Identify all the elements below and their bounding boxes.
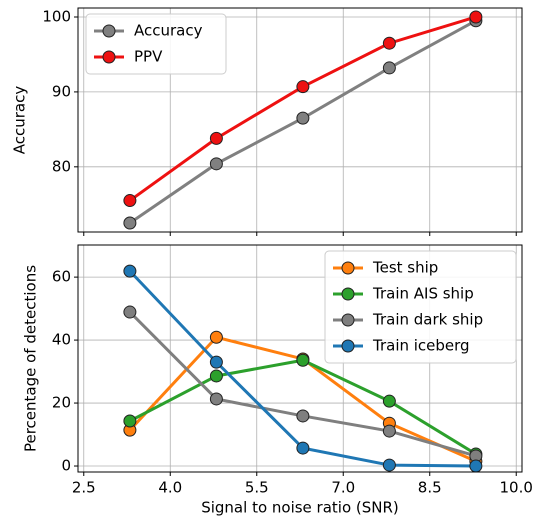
marker [382,458,396,472]
x-tick-label: 10.0 [500,479,533,497]
y-tick-label: 80 [52,157,71,175]
y-tick-label: 40 [52,331,71,349]
legend-marker [102,24,116,38]
legend: Test ship Train AIS ship Train dark ship Tr… [324,250,517,364]
legend-marker [341,313,355,327]
legend-label: Train dark ship [372,311,483,329]
marker [469,459,483,473]
marker [296,111,310,125]
y-tick-label: 60 [52,268,71,286]
marker [209,392,223,406]
legend-label: Train AIS ship [372,285,474,303]
marker [123,414,137,428]
legend-box [324,250,517,364]
legend-label: Test ship [372,259,438,277]
marker [296,80,310,94]
legend-label: Accuracy [134,22,203,40]
marker [209,355,223,369]
legend-box [85,13,227,75]
legend-label: Train iceberg [372,337,470,355]
x-tick-label: 5.5 [245,479,269,497]
marker [123,216,137,230]
marker [209,131,223,145]
y-axis-label: Accuracy [11,86,29,155]
legend-marker [341,287,355,301]
legend-marker [341,339,355,353]
marker [123,305,137,319]
legend-marker [341,261,355,275]
marker [123,194,137,208]
y-axis-label: Percentage of detections [22,265,40,452]
marker [382,61,396,75]
marker [382,36,396,50]
marker [209,369,223,383]
marker [382,394,396,408]
x-tick-label: 4.0 [158,479,182,497]
x-tick-label: 2.5 [72,479,96,497]
marker [382,424,396,438]
marker [469,10,483,24]
legend-marker [102,50,116,64]
marker [296,353,310,367]
legend: Accuracy PPV [85,13,227,75]
y-tick-label: 20 [52,394,71,412]
marker [296,441,310,455]
x-tick-label: 8.5 [418,479,442,497]
marker [123,264,137,278]
x-tick-label: 7.0 [331,479,355,497]
marker [209,330,223,344]
legend-label: PPV [134,48,163,66]
marker [209,157,223,171]
marker [296,409,310,423]
x-axis-label: Signal to noise ratio (SNR) [201,499,399,517]
plot-frame [77,7,523,233]
y-tick-label: 100 [42,7,71,25]
y-tick-label: 0 [61,457,71,475]
plot-frame [77,244,523,473]
y-tick-label: 90 [52,82,71,100]
